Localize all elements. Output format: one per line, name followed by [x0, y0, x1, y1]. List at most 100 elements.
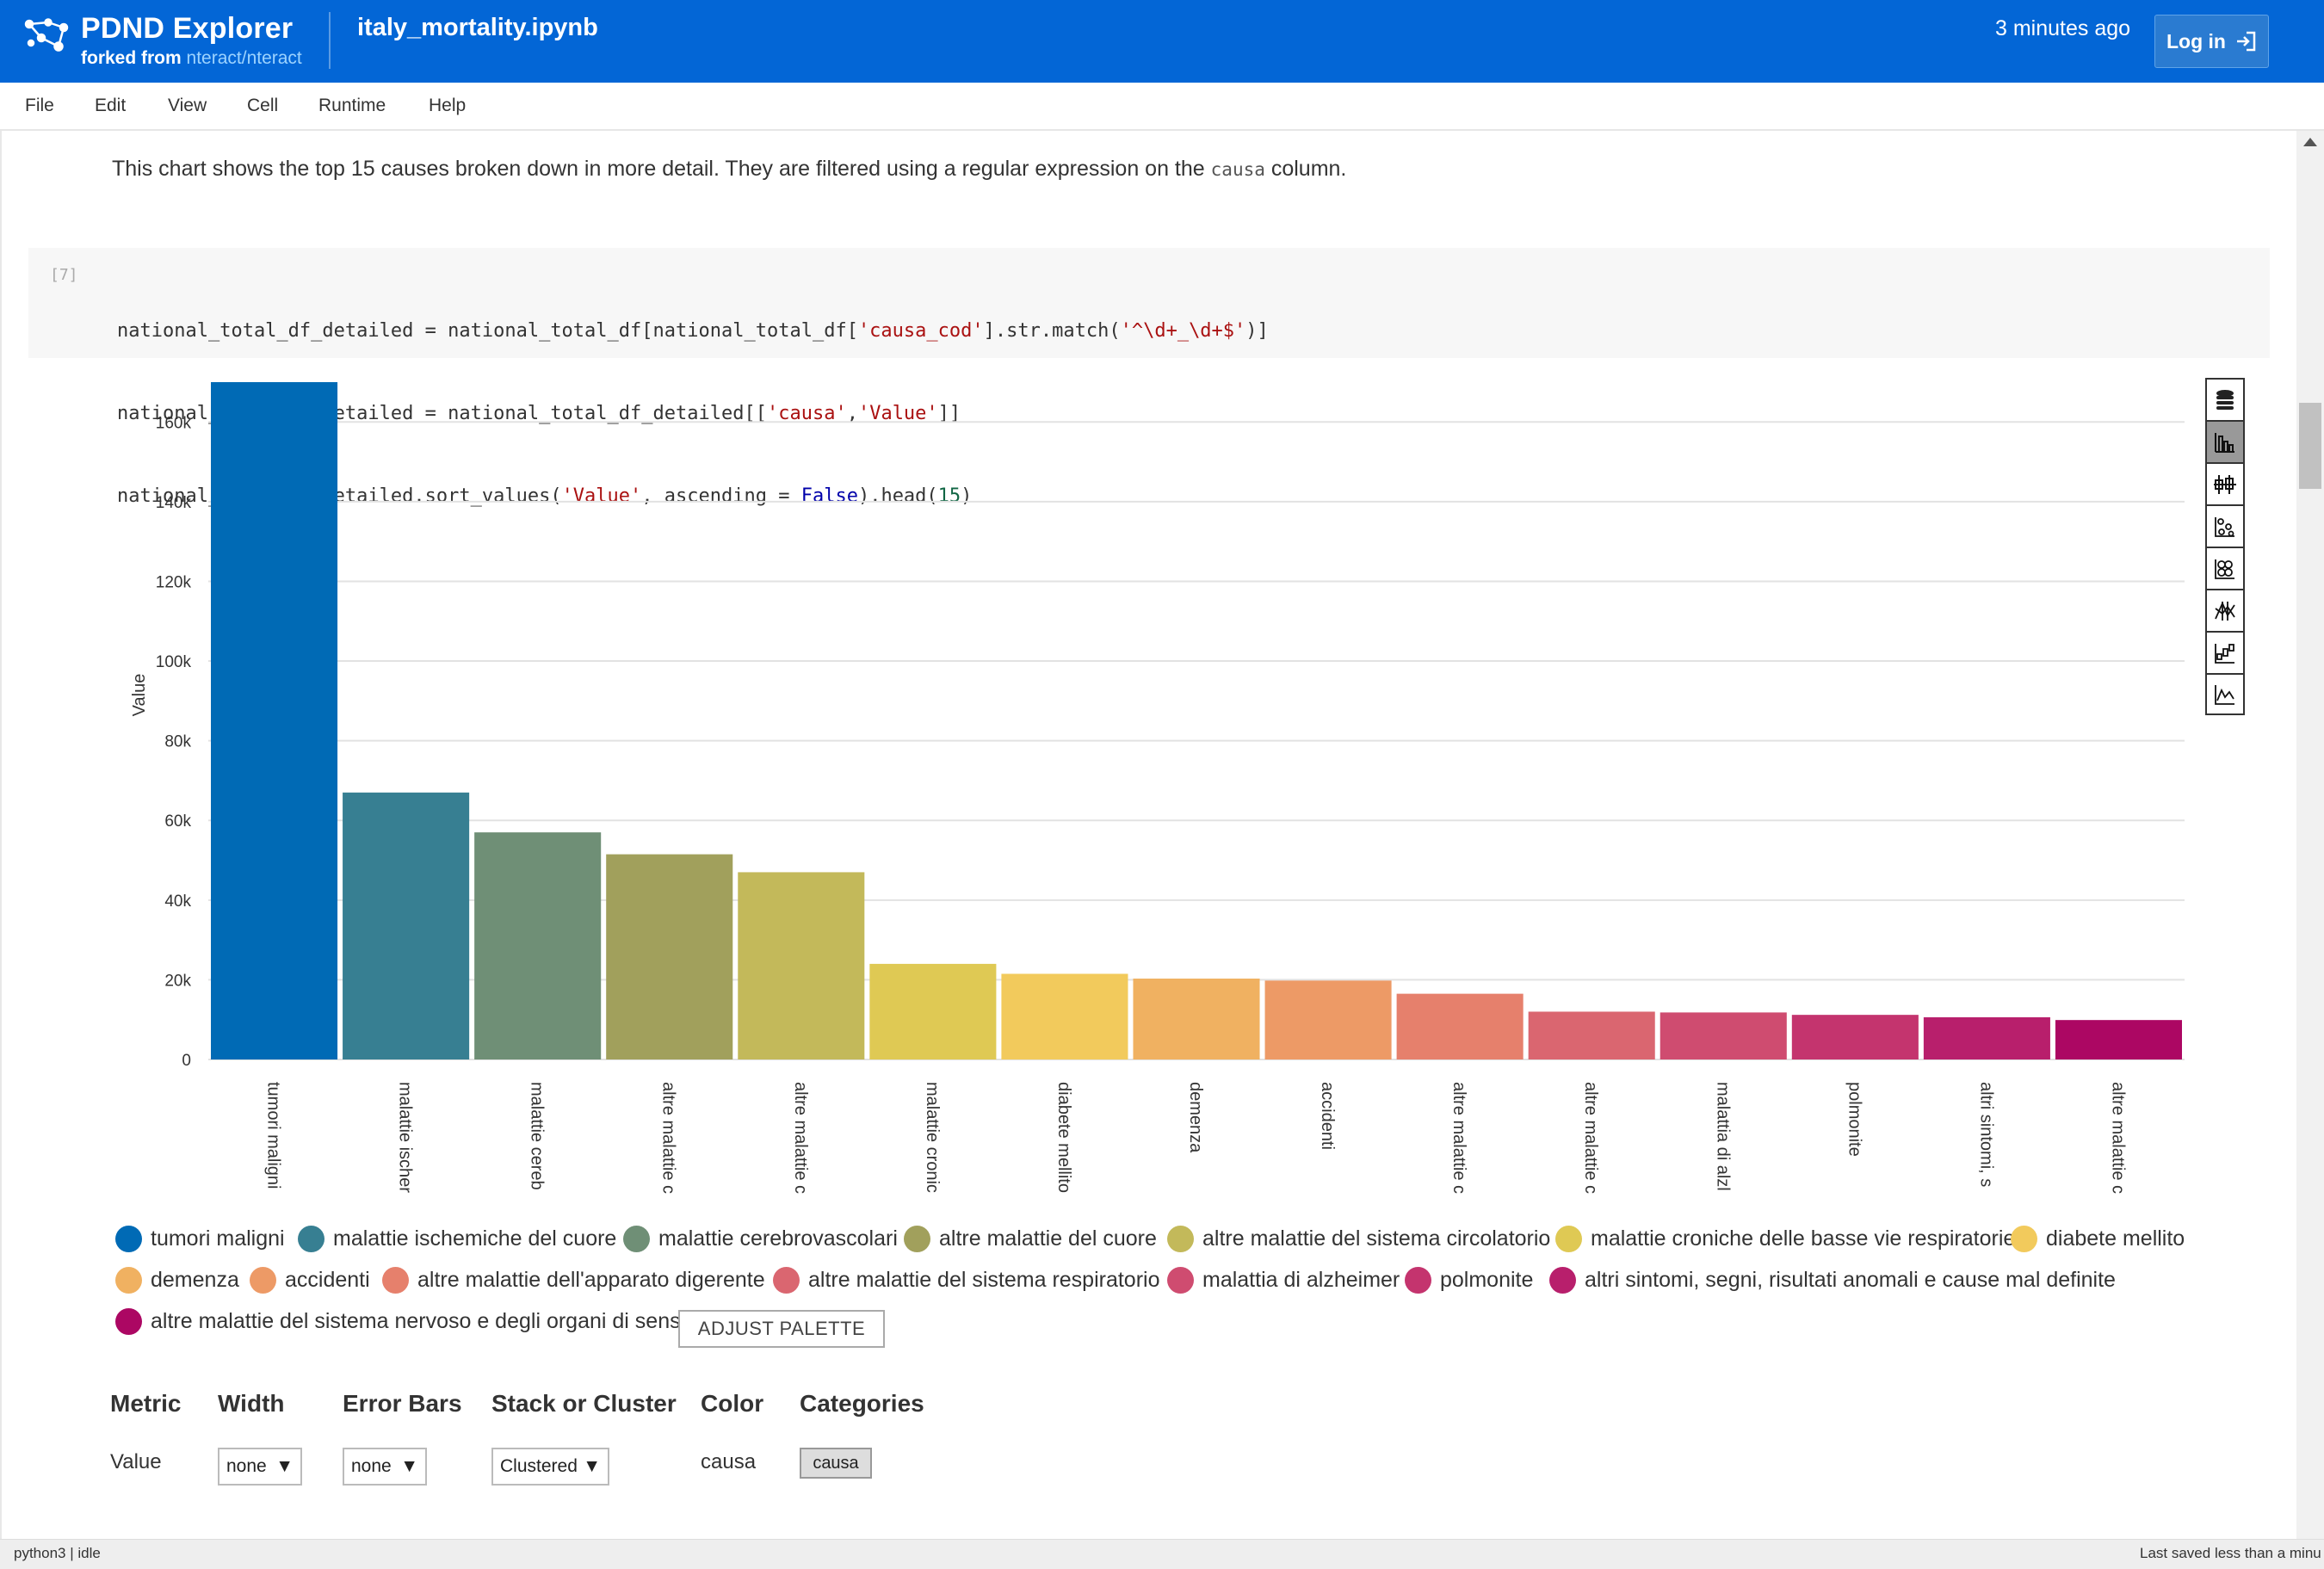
color-value[interactable]: causa [701, 1450, 757, 1473]
legend-swatch [115, 1226, 142, 1252]
cell-prompt: [7] [50, 266, 78, 284]
bar [211, 382, 338, 1059]
menu-runtime[interactable]: Runtime [318, 96, 386, 115]
bar [1660, 1012, 1787, 1059]
scatter-icon[interactable] [2205, 504, 2245, 547]
app-title[interactable]: PDND Explorer [81, 12, 294, 45]
bar [606, 854, 733, 1059]
legend-item[interactable]: altri sintomi, segni, risultati anomali … [1549, 1267, 2116, 1294]
legend-item[interactable]: altre malattie del sistema circolatorio [1167, 1226, 1550, 1252]
chevron-down-icon: ▼ [400, 1456, 418, 1476]
legend-item[interactable]: demenza [115, 1267, 239, 1294]
y-tick-label: 80k [164, 733, 191, 751]
bar [1264, 980, 1392, 1059]
header-divider [329, 12, 331, 69]
legend-label: demenza [151, 1268, 239, 1292]
login-button[interactable]: Log in [2154, 15, 2269, 68]
legend-item[interactable]: tumori maligni [115, 1226, 285, 1252]
adjust-palette-button[interactable]: ADJUST PALETTE [678, 1310, 885, 1348]
legend-swatch [1555, 1226, 1582, 1252]
line-chart-icon[interactable] [2205, 673, 2245, 715]
legend-item[interactable]: altre malattie del sistema nervoso e deg… [115, 1308, 693, 1335]
x-tick-label: accidenti [1318, 1082, 1337, 1150]
legend-item[interactable]: diabete mellito [2011, 1226, 2185, 1252]
error-bars-label: Error Bars [343, 1390, 462, 1417]
error-bars-select[interactable]: none ▼ [343, 1448, 427, 1486]
hexbin-icon[interactable] [2205, 547, 2245, 589]
bar [1791, 1015, 1919, 1059]
login-icon [2236, 31, 2256, 52]
stack-cluster-select[interactable]: Clustered ▼ [491, 1448, 609, 1486]
legend-label: diabete mellito [2046, 1226, 2185, 1251]
legend-swatch [1549, 1267, 1576, 1294]
summary-icon[interactable] [2205, 631, 2245, 673]
scroll-thumb[interactable] [2299, 403, 2321, 489]
legend-item[interactable]: accidenti [250, 1267, 370, 1294]
legend-label: altre malattie del cuore [939, 1226, 1157, 1251]
fork-prefix: forked from [81, 48, 182, 68]
menu-cell[interactable]: Cell [247, 96, 279, 115]
legend-swatch [250, 1267, 276, 1294]
bar-chart-icon[interactable] [2205, 420, 2245, 462]
legend-swatch [298, 1226, 324, 1252]
y-axis-label: Value [130, 674, 149, 717]
bar [1001, 973, 1128, 1059]
logo-icon[interactable] [24, 15, 71, 53]
width-select[interactable]: none ▼ [218, 1448, 302, 1486]
y-tick-label: 40k [164, 893, 191, 911]
x-tick-label: altre malattie c [791, 1082, 810, 1194]
legend-item[interactable]: altre malattie del cuore [904, 1226, 1157, 1252]
menu-edit[interactable]: Edit [95, 96, 127, 115]
y-tick-label: 0 [182, 1052, 191, 1070]
legend-label: malattie croniche delle basse vie respir… [1591, 1226, 2016, 1251]
menu-help[interactable]: Help [429, 96, 467, 115]
bar-chart: 0 20k 40k 60k 80k 100k 120k 140k 160k Value tumori… [130, 382, 2185, 1194]
x-tick-label: demenza [1186, 1082, 1205, 1153]
notebook-name[interactable]: italy_mortality.ipynb [357, 14, 598, 41]
legend-swatch [1405, 1267, 1431, 1294]
markdown-text: This chart shows the top 15 causes broke… [112, 157, 1205, 181]
scroll-up-icon[interactable] [2303, 138, 2317, 146]
notebook-content: This chart shows the top 15 causes broke… [0, 131, 2296, 1539]
vertical-scrollbar[interactable] [2296, 131, 2324, 1539]
y-tick-label: 100k [156, 653, 192, 671]
code-editor[interactable]: national_total_df_detailed = national_to… [117, 263, 1269, 565]
y-tick-label: 20k [164, 972, 191, 990]
legend-item[interactable]: malattie ischemiche del cuore [298, 1226, 616, 1252]
legend-swatch [115, 1267, 142, 1294]
menu-file[interactable]: File [25, 96, 54, 115]
categories-chip[interactable]: causa [800, 1448, 872, 1479]
code-line: national_total_df_detailed = national_to… [117, 403, 961, 424]
menu-bar: File Edit View Cell Runtime Help [0, 83, 2324, 131]
menu-view[interactable]: View [168, 96, 207, 115]
width-label: Width [218, 1390, 285, 1417]
legend-swatch [1167, 1226, 1194, 1252]
x-tick-label: altre malattie c [1449, 1082, 1468, 1194]
code-cell[interactable]: [7] national_total_df_detailed = nationa… [28, 248, 2270, 507]
legend-item[interactable]: malattie cerebrovascolari [623, 1226, 898, 1252]
legend-item[interactable]: altre malattie del sistema respiratorio [773, 1267, 1160, 1294]
database-icon[interactable] [2205, 378, 2245, 420]
width-select-value: none [226, 1456, 267, 1476]
kernel-status: python3 | idle [14, 1545, 101, 1561]
legend-label: altre malattie del sistema nervoso e deg… [151, 1309, 693, 1333]
metric-label: Metric [110, 1390, 182, 1417]
x-tick-label: malattie cronic [923, 1082, 942, 1193]
legend-item[interactable]: polmonite [1405, 1267, 1533, 1294]
parallel-icon[interactable] [2205, 589, 2245, 631]
legend-label: polmonite [1440, 1268, 1534, 1292]
legend-label: altre malattie del sistema respiratorio [808, 1268, 1160, 1292]
metric-value[interactable]: Value [110, 1450, 162, 1473]
x-tick-label: altre malattie c [2108, 1082, 2127, 1194]
box-plot-icon[interactable] [2205, 462, 2245, 504]
legend-item[interactable]: malattie croniche delle basse vie respir… [1555, 1226, 2015, 1252]
y-tick-label: 160k [156, 414, 192, 432]
legend-label: altre malattie dell'apparato digerente [417, 1268, 765, 1292]
legend-item[interactable]: altre malattie dell'apparato digerente [382, 1267, 765, 1294]
fork-link[interactable]: nteract/nteract [186, 48, 302, 68]
y-tick-label: 60k [164, 812, 191, 831]
x-tick-label: malattie cereb [528, 1082, 547, 1190]
bar [869, 963, 997, 1059]
legend-item[interactable]: malattia di alzheimer [1167, 1267, 1400, 1294]
legend-swatch [904, 1226, 930, 1252]
